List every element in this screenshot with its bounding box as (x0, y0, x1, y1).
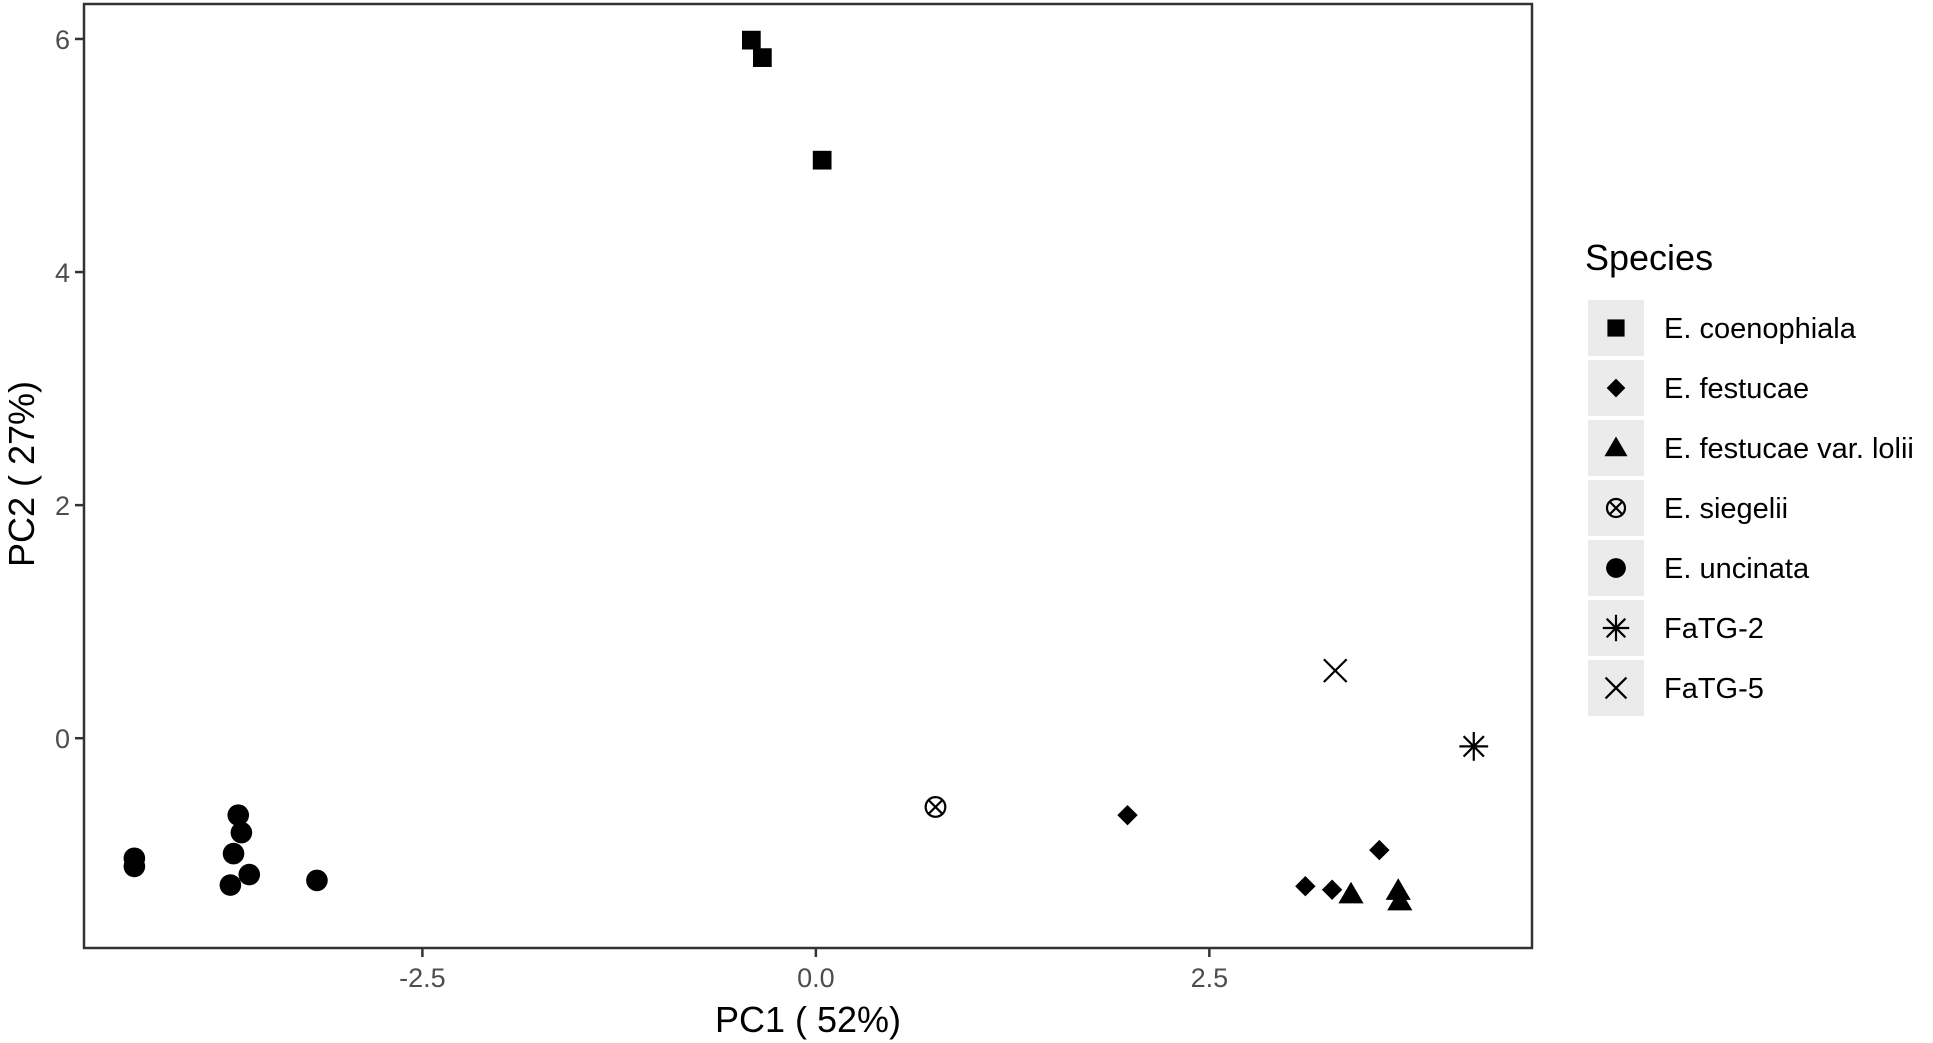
x-tick-label: 2.5 (1191, 963, 1229, 993)
data-point-diamond (1369, 839, 1390, 861)
y-tick-label: 4 (55, 258, 70, 288)
data-point-asterisk (1459, 731, 1489, 761)
data-point-circle (238, 863, 261, 886)
data-point-circle (219, 874, 242, 896)
legend-key-square (1607, 319, 1625, 337)
x-axis-title: PC1 ( 52%) (715, 999, 901, 1040)
legend-label: E. siegelii (1664, 493, 1788, 525)
legend-label: E. festucae (1664, 373, 1809, 405)
legend-key-diamond (1606, 378, 1626, 398)
y-tick-label: 2 (55, 491, 70, 521)
data-points (123, 30, 1489, 911)
data-point-diamond (1117, 804, 1138, 826)
x-tick-label: 0.0 (797, 963, 835, 993)
data-point-circle (227, 804, 250, 826)
data-point-triangle (1385, 878, 1411, 900)
data-point-square (741, 30, 761, 50)
data-point-square (812, 150, 832, 170)
data-point-circle (123, 855, 146, 878)
data-point-circle (306, 869, 328, 892)
legend-key-circle (1606, 558, 1626, 578)
data-point-triangle (1338, 881, 1364, 904)
legend-label: E. uncinata (1664, 553, 1810, 585)
legend-key-circle-cross (1605, 497, 1627, 519)
y-axis-title: PC2 ( 27%) (1, 381, 42, 567)
legend-key-asterisk (1602, 614, 1630, 642)
axes: -2.5 0.0 2.5 0 2 4 6 (55, 25, 1228, 993)
data-point-triangle (1387, 888, 1413, 911)
data-point-diamond (1295, 876, 1316, 897)
legend-key-triangle (1604, 436, 1628, 457)
legend-label: E. coenophiala (1664, 313, 1857, 345)
data-point-circle (222, 842, 245, 865)
legend-key-cross (1604, 676, 1628, 700)
y-tick-label: 6 (55, 25, 70, 55)
legend-title: Species (1585, 237, 1713, 278)
data-point-circle-cross (924, 796, 947, 818)
data-point-circle (230, 821, 253, 844)
y-tick-label: 0 (55, 724, 70, 754)
legend-label: FaTG-5 (1664, 673, 1764, 705)
plot-border (82, 2, 1534, 950)
legend-label: E. festucae var. lolii (1664, 433, 1914, 465)
x-tick-label: -2.5 (399, 963, 446, 993)
data-point-cross (1323, 658, 1348, 683)
data-point-square (752, 48, 772, 67)
legend: Species E. coenophiala E. festucae E. fest… (1585, 237, 1914, 716)
legend-label: FaTG-2 (1664, 613, 1764, 645)
data-point-diamond (1321, 879, 1343, 900)
plot-panel (82, 2, 1534, 950)
